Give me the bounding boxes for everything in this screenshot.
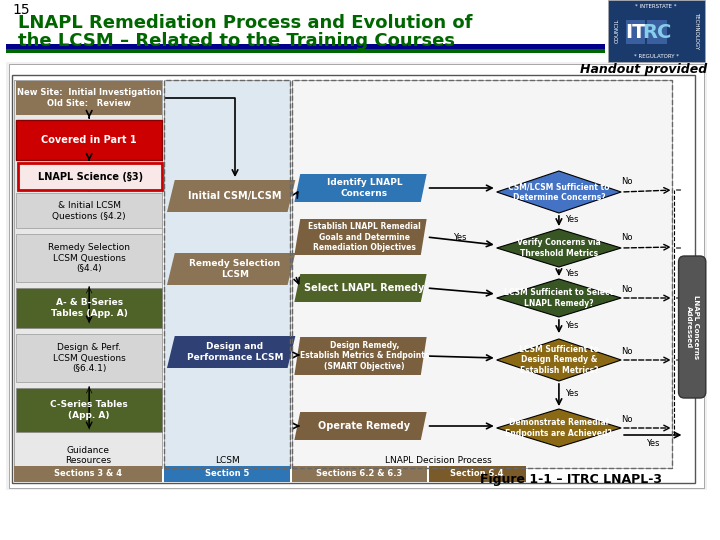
Text: C-Series Tables
(App. A): C-Series Tables (App. A) <box>50 400 128 420</box>
Bar <box>6 62 707 490</box>
Bar <box>17 388 162 432</box>
Text: * INTERSTATE *: * INTERSTATE * <box>636 3 677 9</box>
Bar <box>164 466 290 482</box>
Text: Sections 3 & 4: Sections 3 & 4 <box>54 469 122 478</box>
Polygon shape <box>294 412 427 440</box>
Text: Section 6.4: Section 6.4 <box>451 469 504 478</box>
Text: Yes: Yes <box>564 268 578 278</box>
Bar <box>17 334 162 382</box>
Text: Initial CSM/LCSM: Initial CSM/LCSM <box>189 191 282 201</box>
Text: Sections 6.2 & 6.3: Sections 6.2 & 6.3 <box>316 469 402 478</box>
Polygon shape <box>497 229 621 267</box>
Bar <box>608 0 705 62</box>
Text: Handout provided: Handout provided <box>580 64 707 77</box>
Text: Covered in Part 1: Covered in Part 1 <box>41 135 137 145</box>
Text: LNAPL Decision Process: LNAPL Decision Process <box>385 456 492 465</box>
Text: 15: 15 <box>12 3 30 17</box>
Text: No: No <box>621 178 633 186</box>
Text: LCSM Sufficient to Select
LNAPL Remedy?: LCSM Sufficient to Select LNAPL Remedy? <box>504 288 613 308</box>
Text: LNAPL Science (§3): LNAPL Science (§3) <box>37 172 143 182</box>
Bar <box>6 49 605 53</box>
Text: * REGULATORY *: * REGULATORY * <box>634 55 679 59</box>
Text: No: No <box>621 233 633 242</box>
Polygon shape <box>497 339 621 381</box>
Bar <box>14 466 162 482</box>
Text: Yes: Yes <box>564 321 578 330</box>
Bar <box>292 80 672 468</box>
Text: Section 5: Section 5 <box>205 469 249 478</box>
Polygon shape <box>294 219 427 255</box>
Text: Figure 1-1 – ITRC LNAPL-3: Figure 1-1 – ITRC LNAPL-3 <box>480 473 662 486</box>
Bar <box>428 466 526 482</box>
Text: CSM/LCSM Sufficient to
Determine Concerns?: CSM/LCSM Sufficient to Determine Concern… <box>508 183 610 202</box>
Text: Demonstrate Remedial
Endpoints are Achieved?: Demonstrate Remedial Endpoints are Achie… <box>505 418 612 438</box>
Text: & Initial LCSM
Questions (§4.2): & Initial LCSM Questions (§4.2) <box>53 201 126 221</box>
Polygon shape <box>294 337 427 375</box>
Bar <box>17 288 162 328</box>
Polygon shape <box>497 409 621 447</box>
Text: LCSM: LCSM <box>215 456 240 465</box>
Text: Identify LNAPL
Concerns: Identify LNAPL Concerns <box>327 178 402 198</box>
Text: Design Remedy,
Establish Metrics & Endpoints
(SMART Objective): Design Remedy, Establish Metrics & Endpo… <box>300 341 429 371</box>
Bar <box>17 234 162 282</box>
Text: New Site:  Initial Investigation
Old Site:   Review: New Site: Initial Investigation Old Site… <box>17 89 161 107</box>
Bar <box>18 163 162 190</box>
Polygon shape <box>497 279 621 317</box>
Polygon shape <box>294 174 427 202</box>
Text: COUNCIL: COUNCIL <box>615 19 620 43</box>
Text: RC: RC <box>642 23 672 42</box>
Text: Design and
Performance LCSM: Design and Performance LCSM <box>186 342 283 362</box>
Bar <box>17 193 162 228</box>
Text: No: No <box>621 285 633 294</box>
Text: IT: IT <box>626 23 646 42</box>
Bar <box>9 64 704 488</box>
Text: A- & B-Series
Tables (App. A): A- & B-Series Tables (App. A) <box>50 298 127 318</box>
Text: Design & Perf.
LCSM Questions
(§6.4.1): Design & Perf. LCSM Questions (§6.4.1) <box>53 343 125 373</box>
Polygon shape <box>167 253 295 285</box>
Text: Select LNAPL Remedy: Select LNAPL Remedy <box>305 283 425 293</box>
Text: LNAPL Remediation Process and Evolution of: LNAPL Remediation Process and Evolution … <box>18 14 472 32</box>
Text: Operate Remedy: Operate Remedy <box>318 421 410 431</box>
Text: Remedy Selection
LCSM: Remedy Selection LCSM <box>189 259 281 279</box>
Text: Yes: Yes <box>453 233 467 242</box>
Bar <box>6 44 605 49</box>
Text: the LCSM – Related to the Training Courses: the LCSM – Related to the Training Cours… <box>18 32 455 50</box>
FancyBboxPatch shape <box>678 256 706 398</box>
Text: No: No <box>621 415 633 423</box>
Bar <box>17 120 162 160</box>
Bar <box>164 80 290 468</box>
Text: No: No <box>621 347 633 355</box>
Text: LNAPL Concerns
Addressed: LNAPL Concerns Addressed <box>685 295 698 359</box>
Text: Yes: Yes <box>647 440 660 449</box>
Bar <box>626 20 645 44</box>
Polygon shape <box>497 171 621 213</box>
Bar <box>14 80 162 468</box>
Text: Remedy Selection
LCSM Questions
(§4.4): Remedy Selection LCSM Questions (§4.4) <box>48 243 130 273</box>
Bar <box>292 466 427 482</box>
Bar <box>647 20 667 44</box>
Polygon shape <box>167 180 295 212</box>
Polygon shape <box>294 274 427 302</box>
Bar <box>292 80 672 468</box>
Text: Yes: Yes <box>564 389 578 399</box>
Text: Establish LNAPL Remedial
Goals and Determine
Remediation Objectives: Establish LNAPL Remedial Goals and Deter… <box>308 222 420 252</box>
Bar <box>164 80 290 468</box>
Polygon shape <box>167 336 295 368</box>
Text: Guidance
Resources: Guidance Resources <box>65 446 112 465</box>
Text: TECHNOLOGY: TECHNOLOGY <box>695 12 700 50</box>
Text: LCSM Sufficient to
Design Remedy &
Establish Metrics?: LCSM Sufficient to Design Remedy & Estab… <box>519 345 599 375</box>
Bar <box>17 81 162 115</box>
Bar <box>6 0 707 62</box>
Bar <box>12 75 695 483</box>
Text: Yes: Yes <box>564 215 578 225</box>
Text: Verify Concerns via
Threshold Metrics: Verify Concerns via Threshold Metrics <box>517 238 600 258</box>
